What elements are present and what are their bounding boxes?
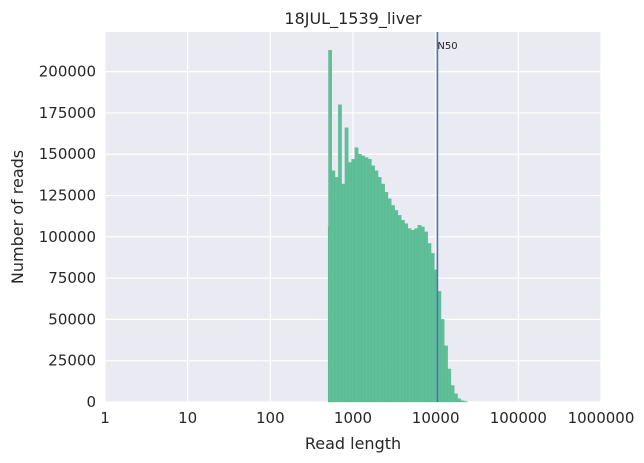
histogram-bar bbox=[420, 226, 425, 403]
histogram-bar bbox=[351, 159, 356, 403]
histogram-bar bbox=[430, 253, 435, 403]
histogram-bar bbox=[391, 205, 395, 403]
histogram-bar bbox=[444, 345, 448, 403]
y-tick-labels: 0 25000 50000 75000 100000 125000 150000 175000… bbox=[39, 63, 96, 411]
x-gridlines bbox=[104, 32, 602, 402]
histogram-bar bbox=[404, 223, 409, 403]
y-axis-label: Number of reads bbox=[8, 150, 27, 284]
histogram-bar bbox=[361, 155, 365, 403]
histogram-bar bbox=[401, 220, 405, 403]
histogram-bar bbox=[397, 215, 402, 403]
y-tick-label: 125000 bbox=[39, 187, 96, 205]
y-tick-label: 25000 bbox=[48, 352, 96, 370]
histogram-bar bbox=[454, 393, 458, 403]
histogram-bar bbox=[338, 104, 342, 403]
histogram-bar bbox=[367, 159, 372, 403]
histogram-bar bbox=[364, 157, 369, 403]
histogram-bar bbox=[381, 183, 385, 403]
x-tick-label: 1000000 bbox=[568, 409, 635, 427]
histogram-bar bbox=[440, 319, 445, 403]
histogram-bar bbox=[344, 127, 349, 403]
histogram-bar bbox=[374, 170, 379, 403]
y-tick-label: 100000 bbox=[39, 228, 96, 246]
x-tick-label: 100 bbox=[256, 409, 285, 427]
x-tick-label: 10000 bbox=[412, 409, 460, 427]
histogram-bar bbox=[334, 177, 339, 403]
x-tick-label: 1000 bbox=[334, 409, 372, 427]
histogram-bar bbox=[331, 170, 336, 403]
bars-group bbox=[327, 50, 468, 403]
y-tick-label: 175000 bbox=[39, 104, 96, 122]
n50-label: N50 bbox=[437, 41, 457, 52]
histogram-bar bbox=[387, 198, 392, 403]
histogram-bar bbox=[447, 368, 452, 403]
histogram-bar bbox=[450, 385, 455, 403]
histogram-bar bbox=[371, 165, 375, 403]
y-tick-label: 50000 bbox=[48, 310, 96, 328]
x-tick-label: 100000 bbox=[490, 409, 547, 427]
histogram-bar bbox=[424, 231, 428, 403]
histogram-bar bbox=[384, 192, 389, 403]
x-tick-label: 1 bbox=[100, 409, 110, 427]
histogram-bar bbox=[377, 177, 382, 403]
annotation-lines: N50 bbox=[436, 32, 458, 402]
histogram-bar bbox=[457, 398, 462, 403]
y-tick-label: 200000 bbox=[39, 63, 96, 81]
histogram-bar bbox=[411, 230, 415, 403]
histogram-bar bbox=[354, 147, 359, 403]
histogram-bar bbox=[417, 225, 422, 403]
histogram-bar bbox=[348, 162, 352, 403]
histogram-bar bbox=[414, 228, 418, 403]
y-tick-label: 150000 bbox=[39, 145, 96, 163]
histogram-bar bbox=[394, 210, 399, 403]
chart-title: 18JUL_1539_liver bbox=[284, 9, 422, 29]
histogram-bar bbox=[357, 154, 362, 403]
x-tick-label: 10 bbox=[178, 409, 197, 427]
histogram-bar bbox=[427, 243, 432, 403]
x-axis-label: Read length bbox=[305, 434, 401, 453]
y-tick-label: 75000 bbox=[48, 269, 96, 287]
histogram-bar bbox=[341, 183, 346, 403]
histogram-bar bbox=[328, 50, 332, 403]
y-tick-label: 0 bbox=[86, 393, 96, 411]
histogram-bar bbox=[460, 400, 465, 403]
x-tick-labels: 1 10 100 1000 10000 100000 1000000 bbox=[100, 409, 634, 427]
histogram-bar bbox=[407, 228, 412, 403]
